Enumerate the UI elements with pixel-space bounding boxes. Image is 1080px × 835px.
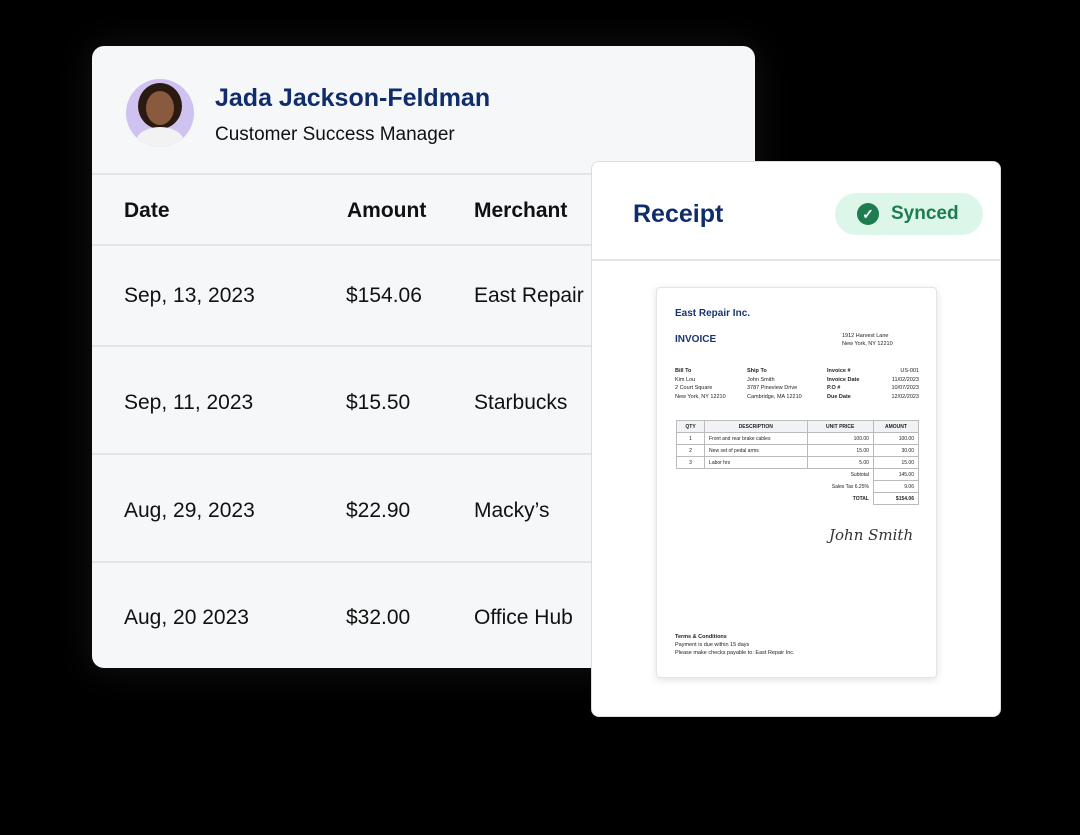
amount-cell: $22.90 (346, 499, 411, 522)
column-amount: Amount (347, 199, 427, 222)
invoice-items-table: QTY DESCRIPTION UNIT PRICE AMOUNT 1 Front an… (675, 420, 920, 505)
column-date: Date (124, 199, 170, 222)
date-cell: Sep, 11, 2023 (124, 391, 254, 414)
table-row[interactable]: Sep, 13, 2023 $154.06 East Repair (92, 244, 755, 345)
table-row[interactable]: Aug, 20 2023 $32.00 Office Hub (92, 561, 755, 668)
date-cell: Aug, 20 2023 (124, 606, 249, 629)
signature: John Smith (829, 526, 914, 544)
profile-name: Jada Jackson-Feldman (215, 84, 491, 112)
invoice-meta: Invoice # US-001 Invoice Date 11/02/2023 P… (827, 368, 919, 400)
check-circle-icon: ✓ (857, 203, 879, 225)
synced-badge: ✓ Synced (835, 193, 983, 235)
column-merchant: Merchant (474, 199, 568, 222)
invoice-title: INVOICE (675, 334, 717, 345)
avatar (126, 79, 194, 147)
profile-role: Customer Success Manager (215, 124, 455, 145)
invoice-company: East Repair Inc. (675, 308, 751, 319)
date-cell: Aug, 29, 2023 (124, 499, 255, 522)
table-row[interactable]: Aug, 29, 2023 $22.90 Macky’s (92, 453, 755, 561)
merchant-cell: East Repair (474, 284, 584, 307)
receipt-title: Receipt (633, 200, 724, 228)
status-text: Synced (891, 203, 959, 224)
merchant-cell: Starbucks (474, 391, 568, 414)
merchant-cell: Office Hub (474, 606, 573, 629)
table-row[interactable]: Sep, 11, 2023 $15.50 Starbucks (92, 345, 755, 453)
divider (592, 259, 1000, 261)
ship-to: Ship To John Smith 3787 Pineview Drive Camb… (747, 368, 802, 400)
invoice-document[interactable]: East Repair Inc. INVOICE 1912 Harvest La… (656, 287, 937, 678)
amount-cell: $154.06 (346, 284, 422, 307)
company-address: 1912 Harvest Lane New York, NY 12210 (842, 333, 893, 347)
merchant-cell: Macky’s (474, 499, 550, 522)
receipt-panel: Receipt ✓ Synced East Repair Inc. INVOIC… (591, 161, 1001, 717)
terms: Terms & Conditions Payment is due within … (675, 634, 795, 656)
amount-cell: $32.00 (346, 606, 411, 629)
bill-to: Bill To Kim Lou 2 Court Square New York, NY… (675, 368, 726, 400)
table-header: Date Amount Merchant (92, 173, 755, 244)
amount-cell: $15.50 (346, 391, 411, 414)
date-cell: Sep, 13, 2023 (124, 284, 255, 307)
